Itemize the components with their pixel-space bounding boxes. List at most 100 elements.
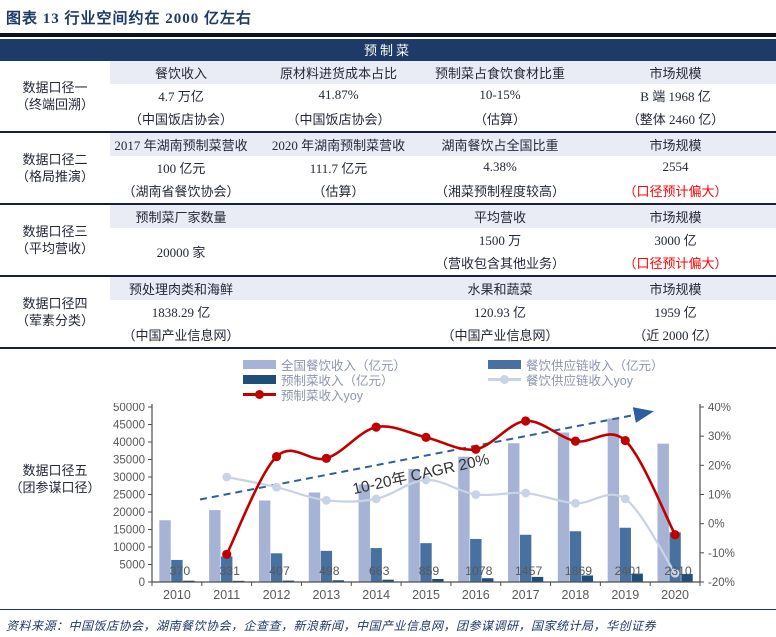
bar-2018	[557, 431, 570, 582]
bar-2014	[382, 579, 394, 582]
subheader-band	[110, 60, 776, 84]
bar-2012	[270, 552, 283, 582]
legend-label: 全国餐饮收入（亿元）	[281, 358, 407, 373]
cell-source: （近 2000 亿）	[633, 328, 718, 343]
cell-value: 41.87%	[318, 87, 359, 102]
cell-value: 1959 亿	[654, 304, 697, 320]
left-tick-label: 50000	[113, 403, 145, 414]
table-body: 数据口径一 （终端回溯） 餐饮收入 4.7 万亿 （中国饭店协会） 原材料进货成本占比 41…	[0, 60, 776, 349]
right-tick-label: -20%	[708, 577, 735, 589]
chart-row-label-line1: 数据口径五	[22, 462, 88, 478]
x-tick-label: 2011	[213, 588, 240, 602]
right-tick-label: 30%	[708, 431, 731, 443]
bar-2014	[358, 483, 370, 582]
yoy-line	[225, 475, 677, 574]
yoy-marker	[670, 568, 680, 578]
x-tick-label: 2010	[163, 588, 191, 602]
title-divider	[0, 33, 776, 37]
right-tick-label: 20%	[708, 460, 731, 472]
x-tick-label: 2018	[562, 588, 590, 602]
bar-2016	[470, 538, 482, 582]
column-header: 餐饮收入	[154, 65, 207, 81]
x-tick-label: 2019	[611, 588, 639, 602]
legend-bar-swatch-icon	[243, 374, 276, 384]
chart-row-label: 数据口径五 （团参谋口径）	[0, 349, 110, 609]
legend-label: 餐饮供应链收入（亿元）	[526, 358, 664, 373]
left-tick-label: 20000	[113, 507, 145, 519]
cell-source: （口径预计偏大）	[623, 184, 728, 199]
column-header: 市场规模	[649, 281, 702, 297]
x-tick-label: 2020	[661, 588, 689, 602]
column-header: 市场规模	[649, 65, 702, 81]
bar-data-label: 331	[219, 564, 240, 578]
column-header: 市场规模	[649, 209, 702, 225]
yoy-marker	[521, 488, 531, 497]
bar-2016	[482, 577, 494, 582]
bar-2012	[282, 580, 295, 582]
yoy-marker	[471, 444, 481, 454]
x-tick-label: 2013	[312, 588, 340, 602]
legend-item: 餐饮供应链收入（亿元）	[488, 357, 664, 373]
column-header: 2020 年湖南预制菜营收	[271, 137, 406, 153]
right-tick-label: 10%	[708, 489, 731, 501]
bar-2011	[209, 509, 221, 582]
bar-2011	[221, 555, 233, 582]
bar-2015	[420, 542, 432, 582]
cell-value: 120.93 亿	[473, 304, 526, 320]
bar-2013	[308, 492, 321, 582]
cell-source: （中国饭店协会）	[128, 112, 233, 127]
cell-source: （中国产业信息网）	[441, 328, 559, 343]
row-label: 数据口径一 （终端回溯）	[0, 60, 110, 131]
x-tick-label: 2016	[462, 588, 490, 602]
bar-data-label: 2401	[615, 564, 643, 578]
left-tick-label: 0	[139, 577, 145, 589]
legend-item: 餐饮供应链收入yoy	[488, 372, 664, 388]
left-tick-label: 35000	[113, 454, 145, 466]
bar-2013	[320, 550, 333, 582]
left-tick-label: 30000	[113, 472, 145, 484]
table-section: 数据口径三 （平均营收） 预制菜厂家数量 20000 家 平均营收 1500 万 （营收包含…	[0, 204, 776, 277]
chart-area: 全国餐饮收入（亿元） 预制菜收入（亿元） 预制菜收入yoy 餐饮供应链收入（亿元） 餐饮…	[110, 349, 776, 609]
yoy-marker	[570, 436, 581, 446]
cell-source: （湖南省餐饮协会）	[122, 184, 240, 199]
bar-data-label: 663	[369, 564, 390, 578]
bar-2020	[669, 531, 681, 582]
bar-2018	[569, 530, 582, 582]
bar-2019	[607, 417, 620, 582]
combo-chart: 10-20年 CAGR 20% 0 5000 10000 15000 20000 25000…	[113, 403, 735, 602]
cell-source: （估算）	[312, 184, 365, 199]
column-header: 预制菜占食饮食材比重	[434, 65, 565, 81]
yoy-marker	[371, 493, 381, 503]
cell-value: 4.38%	[483, 159, 517, 174]
cell-value: 4.7 万亿	[158, 88, 204, 104]
source-note: 资料来源：中国饭店协会，湖南餐饮协会，企查查，新浪新闻，中国产业信息网，团参谋调…	[6, 618, 657, 633]
yoy-marker	[222, 472, 232, 481]
yoy-marker	[321, 495, 331, 505]
cell-source: （中国饭店协会）	[286, 112, 391, 127]
bar-2020	[657, 443, 669, 582]
x-tick-label: 2014	[362, 588, 390, 602]
cell-value: 100 亿元	[156, 160, 206, 176]
cell-value: 1838.29 亿	[151, 304, 211, 320]
bar-2016	[458, 456, 470, 582]
chart-row-label-line2: （团参谋口径）	[9, 479, 101, 495]
x-tick-label: 2017	[512, 588, 540, 602]
table-section: 数据口径一 （终端回溯） 餐饮收入 4.7 万亿 （中国饭店协会） 原材料进货成本占比 41…	[0, 60, 776, 133]
legend-label: 预制菜收入yoy	[281, 388, 363, 403]
yoy-marker	[571, 498, 580, 508]
legend-item: 全国餐饮收入（亿元）	[243, 357, 407, 373]
bar-2017	[508, 442, 520, 582]
column-header: 平均营收	[473, 209, 526, 225]
yoy-marker	[471, 489, 481, 499]
legend-bar-swatch-icon	[243, 359, 276, 369]
legend-label: 餐饮供应链收入yoy	[526, 373, 633, 388]
yoy-marker	[222, 549, 232, 559]
yoy-line	[225, 419, 677, 556]
cell-source: （湘菜预制程度较高）	[434, 184, 565, 199]
table-section: 数据口径二 （格局推演） 2017 年湖南预制菜营收 100 亿元 （湖南省餐饮协会） 2…	[0, 132, 776, 205]
row-label: 数据口径四 （荤素分类）	[0, 276, 110, 347]
cell-source: （中国产业信息网）	[122, 328, 240, 343]
left-tick-label: 25000	[113, 489, 145, 501]
yoy-marker	[321, 453, 331, 463]
column-header: 预制菜厂家数量	[135, 209, 227, 225]
